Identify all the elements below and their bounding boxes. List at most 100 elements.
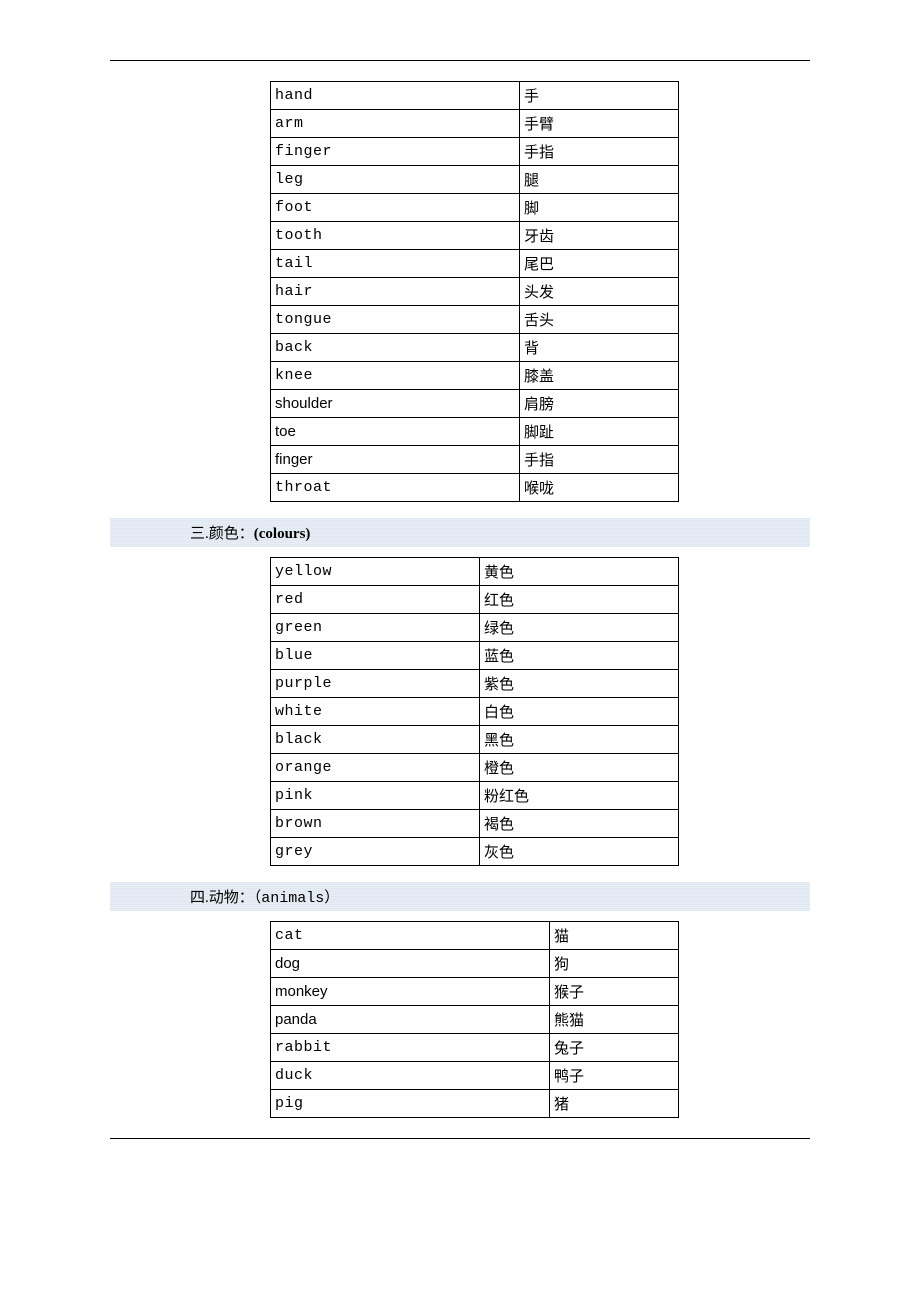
table-row: orange橙色 xyxy=(271,754,679,782)
cell-english: throat xyxy=(271,474,520,502)
table-row: back背 xyxy=(271,334,679,362)
cell-english: orange xyxy=(271,754,480,782)
cell-chinese: 牙齿 xyxy=(520,222,679,250)
colours-table: yellow黄色red红色green绿色blue蓝色purple紫色white白… xyxy=(270,557,679,866)
cell-chinese: 紫色 xyxy=(480,670,679,698)
cell-english: monkey xyxy=(271,978,550,1006)
table-row: leg腿 xyxy=(271,166,679,194)
cell-english: back xyxy=(271,334,520,362)
cell-chinese: 手指 xyxy=(520,446,679,474)
cell-english: arm xyxy=(271,110,520,138)
cell-chinese: 喉咙 xyxy=(520,474,679,502)
page-container: hand手arm手臂finger手指leg腿foot脚tooth牙齿tail尾巴… xyxy=(0,0,920,1179)
table-row: tail尾巴 xyxy=(271,250,679,278)
cell-english: panda xyxy=(271,1006,550,1034)
cell-chinese: 黄色 xyxy=(480,558,679,586)
cell-chinese: 灰色 xyxy=(480,838,679,866)
table-row: throat喉咙 xyxy=(271,474,679,502)
cell-english: tail xyxy=(271,250,520,278)
top-rule xyxy=(110,60,810,61)
cell-chinese: 白色 xyxy=(480,698,679,726)
cell-english: duck xyxy=(271,1062,550,1090)
cell-chinese: 手臂 xyxy=(520,110,679,138)
cell-english: black xyxy=(271,726,480,754)
table-row: shoulder肩膀 xyxy=(271,390,679,418)
cell-english: shoulder xyxy=(271,390,520,418)
cell-chinese: 褐色 xyxy=(480,810,679,838)
cell-chinese: 橙色 xyxy=(480,754,679,782)
animals-table: cat猫dog狗monkey猴子panda熊猫rabbit兔子duck鸭子pig… xyxy=(270,921,679,1118)
table-row: tongue舌头 xyxy=(271,306,679,334)
cell-chinese: 尾巴 xyxy=(520,250,679,278)
table-row: hair头发 xyxy=(271,278,679,306)
cell-chinese: 头发 xyxy=(520,278,679,306)
cell-chinese: 鸭子 xyxy=(550,1062,679,1090)
table-row: panda熊猫 xyxy=(271,1006,679,1034)
table-row: grey灰色 xyxy=(271,838,679,866)
cell-english: rabbit xyxy=(271,1034,550,1062)
cell-english: brown xyxy=(271,810,480,838)
cell-english: pig xyxy=(271,1090,550,1118)
section-header-colours: 三.颜色：(colours) xyxy=(110,518,810,547)
cell-chinese: 脚趾 xyxy=(520,418,679,446)
cell-english: hair xyxy=(271,278,520,306)
table-row: dog狗 xyxy=(271,950,679,978)
cell-english: hand xyxy=(271,82,520,110)
cell-chinese: 黑色 xyxy=(480,726,679,754)
table-row: hand手 xyxy=(271,82,679,110)
cell-chinese: 粉红色 xyxy=(480,782,679,810)
cell-chinese: 猪 xyxy=(550,1090,679,1118)
cell-english: toe xyxy=(271,418,520,446)
cell-english: leg xyxy=(271,166,520,194)
cell-english: grey xyxy=(271,838,480,866)
cell-english: finger xyxy=(271,138,520,166)
cell-english: knee xyxy=(271,362,520,390)
cell-english: cat xyxy=(271,922,550,950)
table-row: rabbit兔子 xyxy=(271,1034,679,1062)
table-row: brown褐色 xyxy=(271,810,679,838)
cell-chinese: 猫 xyxy=(550,922,679,950)
bottom-rule xyxy=(110,1138,810,1139)
cell-english: tooth xyxy=(271,222,520,250)
cell-chinese: 手 xyxy=(520,82,679,110)
table-row: purple紫色 xyxy=(271,670,679,698)
table-row: red红色 xyxy=(271,586,679,614)
table-row: tooth牙齿 xyxy=(271,222,679,250)
cell-chinese: 兔子 xyxy=(550,1034,679,1062)
cell-chinese: 背 xyxy=(520,334,679,362)
cell-english: pink xyxy=(271,782,480,810)
table-row: monkey猴子 xyxy=(271,978,679,1006)
cell-chinese: 熊猫 xyxy=(550,1006,679,1034)
table-row: blue蓝色 xyxy=(271,642,679,670)
section-paren: （animals） xyxy=(254,890,340,907)
cell-chinese: 蓝色 xyxy=(480,642,679,670)
cell-chinese: 绿色 xyxy=(480,614,679,642)
cell-english: green xyxy=(271,614,480,642)
table-row: green绿色 xyxy=(271,614,679,642)
cell-english: foot xyxy=(271,194,520,222)
cell-english: red xyxy=(271,586,480,614)
table-row: white白色 xyxy=(271,698,679,726)
table-row: knee膝盖 xyxy=(271,362,679,390)
cell-english: finger xyxy=(271,446,520,474)
table-row: pink粉红色 xyxy=(271,782,679,810)
cell-chinese: 腿 xyxy=(520,166,679,194)
cell-english: purple xyxy=(271,670,480,698)
cell-chinese: 手指 xyxy=(520,138,679,166)
table-row: black黑色 xyxy=(271,726,679,754)
section-bold: (colours) xyxy=(254,526,311,542)
cell-chinese: 脚 xyxy=(520,194,679,222)
cell-english: white xyxy=(271,698,480,726)
cell-english: dog xyxy=(271,950,550,978)
cell-english: yellow xyxy=(271,558,480,586)
section-header-animals: 四.动物：（animals） xyxy=(110,882,810,911)
table-row: cat猫 xyxy=(271,922,679,950)
table-row: toe脚趾 xyxy=(271,418,679,446)
cell-chinese: 肩膀 xyxy=(520,390,679,418)
table-row: yellow黄色 xyxy=(271,558,679,586)
table-row: finger手指 xyxy=(271,446,679,474)
table-row: finger手指 xyxy=(271,138,679,166)
section-prefix: 四.动物： xyxy=(190,890,254,906)
cell-chinese: 红色 xyxy=(480,586,679,614)
cell-chinese: 狗 xyxy=(550,950,679,978)
